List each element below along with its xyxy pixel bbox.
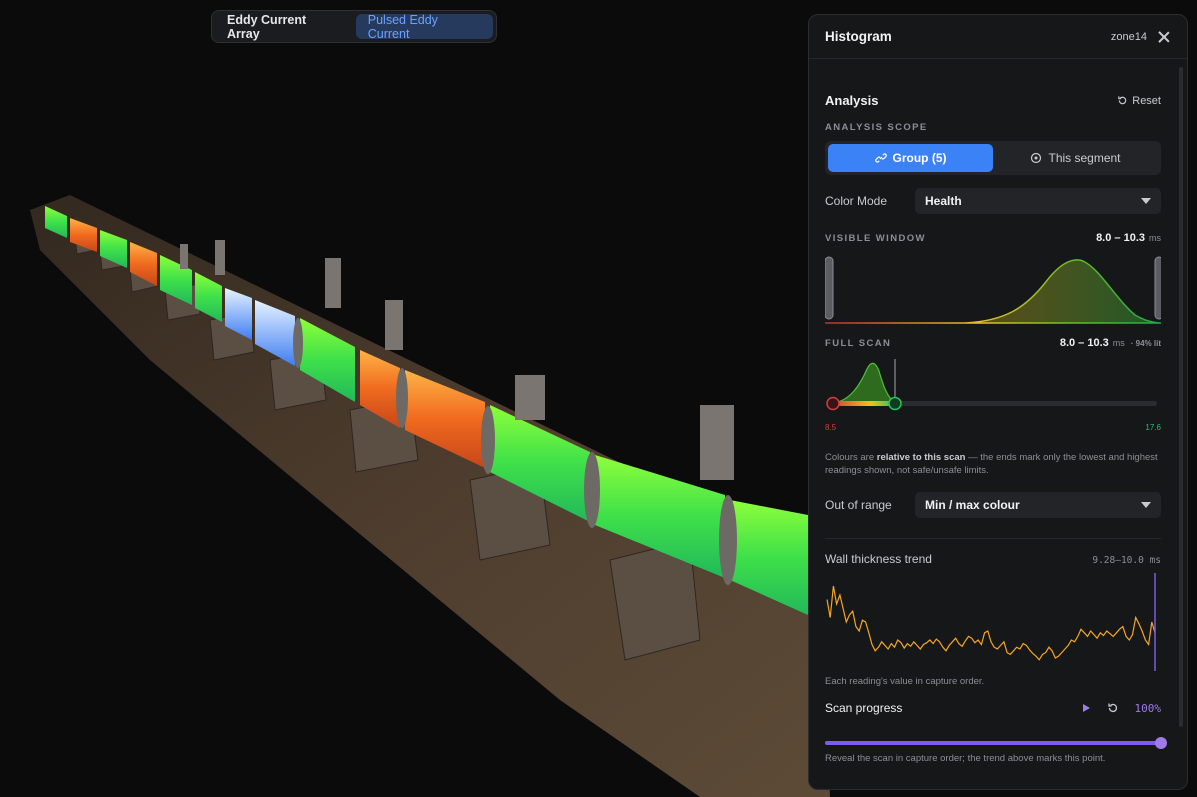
mode-eddy-current-array-button[interactable]: Eddy Current Array	[227, 12, 307, 41]
analysis-header: Analysis Reset	[825, 93, 1161, 108]
chevron-down-icon	[1141, 198, 1151, 204]
visible-window-range: 8.0 – 10.3	[1096, 232, 1145, 244]
visible-window-header: VISIBLE WINDOW 8.0 – 10.3 ms	[825, 232, 1161, 244]
refresh-icon	[1118, 96, 1127, 105]
full-scan-extremes: 8.5 17.6	[825, 423, 1161, 432]
inspection-mode-toggle: Eddy Current Array Pulsed Eddy Current	[211, 10, 497, 43]
full-scan-label: FULL SCAN	[825, 338, 892, 349]
reset-button[interactable]: Reset	[1117, 95, 1161, 107]
full-scan-min-handle[interactable]	[826, 396, 840, 411]
zone-label: zone14	[1110, 30, 1147, 43]
replay-icon[interactable]	[1107, 702, 1119, 714]
panel-title: Histogram	[825, 29, 892, 44]
visible-window-left-handle[interactable]	[825, 256, 834, 320]
full-scan-max-handle[interactable]	[888, 396, 902, 411]
scope-this-segment-button[interactable]: This segment	[993, 144, 1158, 172]
scope-group-button[interactable]: Group (5)	[828, 144, 993, 172]
full-scan-unit: ms	[1112, 338, 1125, 348]
scan-progress-label: Scan progress	[825, 701, 903, 715]
trend-title: Wall thickness trend	[825, 552, 932, 566]
scan-progress-slider[interactable]	[825, 737, 1167, 749]
wall-thickness-trend-chart[interactable]	[825, 573, 1161, 671]
full-scan-note: Colours are relative to this scan — the …	[825, 452, 1158, 476]
full-scan-header: FULL SCAN 8.0 – 10.3 ms · 94% lit	[825, 337, 1161, 349]
reset-label: Reset	[1132, 94, 1161, 107]
scan-progress-thumb[interactable]	[1155, 737, 1167, 749]
chevron-down-icon	[1141, 502, 1151, 508]
link-icon	[874, 153, 887, 163]
trend-range: 9.28–10.0 ms	[1092, 555, 1161, 566]
scan-progress-value: 100%	[1134, 701, 1162, 715]
analysis-scope-label: ANALYSIS SCOPE	[825, 122, 928, 133]
full-scan-curve	[832, 362, 897, 404]
histogram-panel: Histogram zone14 Analysis Reset ANALYSIS…	[808, 14, 1188, 790]
out-of-range-row: Out of range Min / max colour	[825, 492, 1161, 518]
analysis-title: Analysis	[825, 93, 879, 108]
divider	[825, 538, 1161, 539]
scope-this-segment-label: This segment	[1048, 151, 1121, 165]
full-scan-min-label: 8.5	[825, 423, 837, 432]
trend-line	[826, 585, 1156, 661]
trend-header: Wall thickness trend 9.28–10.0 ms	[825, 552, 1161, 566]
close-icon[interactable]	[1157, 30, 1171, 44]
pipe-risers	[180, 240, 734, 480]
scan-progress-caption: Reveal the scan in capture order; the tr…	[825, 753, 1106, 764]
color-mode-label: Color Mode	[825, 194, 888, 208]
color-mode-row: Color Mode Health	[825, 188, 1161, 214]
visible-window-right-handle[interactable]	[1154, 256, 1161, 320]
out-of-range-select[interactable]: Min / max colour	[915, 492, 1161, 518]
scan-progress-fill	[825, 741, 1161, 745]
right-axis-ticks	[1187, 0, 1197, 797]
panel-scrollbar[interactable]	[1179, 67, 1183, 727]
scan-progress-row: Scan progress 100%	[825, 701, 1161, 715]
full-scan-histogram[interactable]	[825, 355, 1161, 417]
pipe-flanges	[293, 318, 737, 585]
target-icon	[1031, 152, 1042, 164]
play-icon[interactable]	[1081, 703, 1091, 713]
full-scan-max-label: 17.6	[1145, 423, 1161, 432]
scope-group-label: Group (5)	[892, 151, 947, 165]
mode-pulsed-eddy-current-button[interactable]: Pulsed Eddy Current	[355, 13, 493, 41]
visible-window-curve	[825, 259, 1161, 324]
full-scan-range: 8.0 – 10.3	[1059, 337, 1109, 349]
out-of-range-label: Out of range	[825, 498, 892, 512]
full-scan-lit: · 94% lit	[1130, 339, 1161, 348]
visible-window-histogram[interactable]	[825, 253, 1161, 325]
color-mode-select[interactable]: Health	[915, 188, 1161, 214]
analysis-scope-toggle: Group (5) This segment	[825, 141, 1161, 175]
panel-header: Histogram zone14	[809, 15, 1187, 59]
out-of-range-value: Min / max colour	[925, 498, 1020, 512]
trend-caption: Each reading's value in capture order.	[825, 676, 985, 687]
full-scan-track[interactable]	[831, 401, 1157, 406]
visible-window-label: VISIBLE WINDOW	[825, 233, 926, 244]
color-mode-value: Health	[925, 194, 962, 208]
visible-window-unit: ms	[1149, 233, 1161, 243]
